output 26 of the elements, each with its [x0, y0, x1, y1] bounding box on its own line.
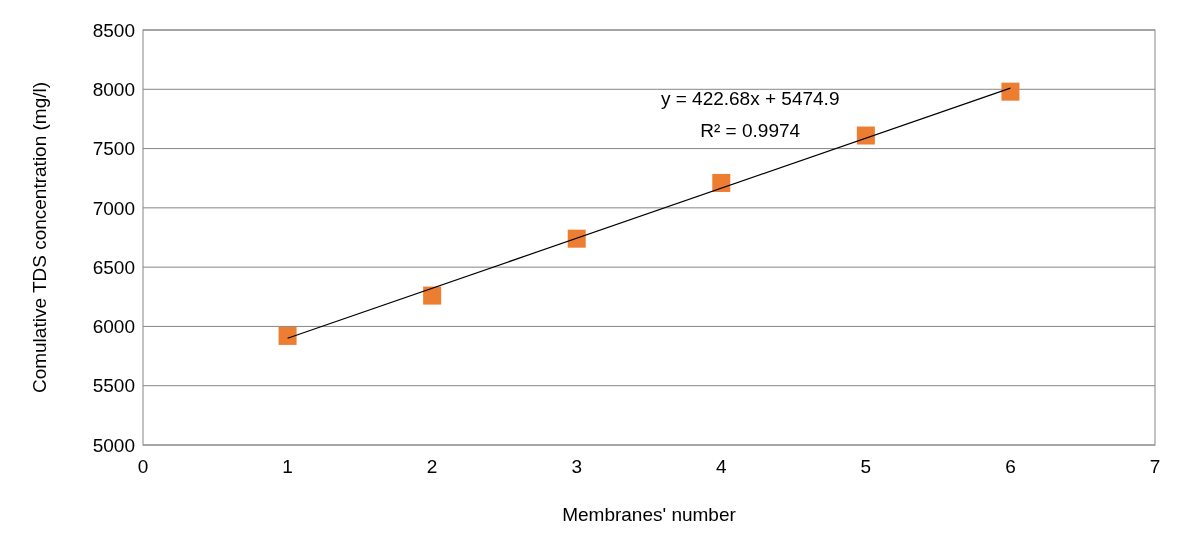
point — [712, 173, 731, 192]
x-axis-title: Membranes' number — [562, 504, 737, 525]
y-tick-label: 6500 — [92, 256, 135, 278]
y-tick-label: 7500 — [92, 138, 135, 160]
y-tick-label: 8000 — [92, 78, 135, 100]
y-tick-label: 6000 — [92, 316, 135, 338]
y-tick-label: 7000 — [92, 197, 135, 219]
x-tick-label: 4 — [716, 456, 727, 477]
y-axis-title: Comulative TDS concentration (mg/l) — [29, 81, 50, 394]
x-tick-label: 7 — [1149, 456, 1161, 477]
annotation: R² = 0.9974 — [700, 119, 801, 141]
y-tick-label: 5000 — [92, 434, 135, 456]
y-tick-label: 5500 — [92, 375, 135, 397]
point — [856, 126, 875, 145]
x-tick-label: 3 — [571, 456, 582, 477]
y-tick-label: 8500 — [92, 19, 135, 41]
x-tick-label: 1 — [282, 456, 293, 477]
point — [278, 326, 297, 345]
x-tick-label: 5 — [860, 456, 872, 477]
x-tick-label: 2 — [426, 456, 438, 477]
point — [423, 286, 442, 305]
x-tick-label: 6 — [1005, 456, 1016, 477]
point — [567, 229, 586, 248]
annotation: y = 422.68x + 5474.9 — [660, 87, 840, 109]
x-tick-label: 0 — [137, 456, 149, 477]
point — [1001, 82, 1020, 101]
